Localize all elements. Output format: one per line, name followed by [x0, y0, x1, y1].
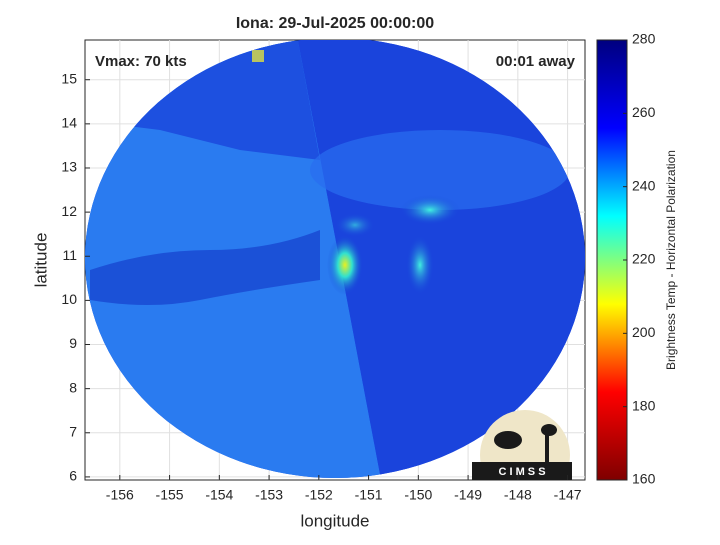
- colorbar-tick-label: 260: [632, 104, 656, 120]
- x-tick-label: -149: [454, 487, 482, 503]
- x-tick-label: -152: [305, 487, 333, 503]
- y-axis-label: latitude: [31, 233, 50, 288]
- annotation: Vmax: 70 kts: [95, 53, 187, 70]
- colorbar-tick-label: 280: [632, 31, 656, 47]
- colorbar-label: Brightness Temp - Horizontal Polarizatio…: [664, 150, 678, 370]
- colorbar-tick-label: 180: [632, 397, 656, 413]
- colorbar-tick-label: 160: [632, 471, 656, 487]
- y-tick-label: 13: [61, 159, 77, 175]
- y-tick-label: 11: [62, 247, 77, 263]
- logo-text: C I M S S: [498, 466, 545, 478]
- y-tick-label: 12: [61, 203, 77, 219]
- y-tick-label: 10: [61, 291, 77, 307]
- colorbar-tick-label: 220: [632, 251, 656, 267]
- colorbar-tick-label: 200: [632, 324, 656, 340]
- y-tick-label: 14: [61, 115, 77, 131]
- y-tick-label: 6: [69, 468, 77, 484]
- y-tick-label: 15: [61, 70, 77, 86]
- x-tick-label: -150: [404, 487, 432, 503]
- y-tick-label: 9: [69, 335, 77, 351]
- x-tick-label: -148: [504, 487, 532, 503]
- x-tick-label: -147: [554, 487, 582, 503]
- annotation: 00:01 away: [496, 53, 576, 70]
- y-tick-label: 8: [69, 379, 77, 395]
- x-tick-label: -151: [355, 487, 383, 503]
- x-tick-label: -155: [156, 487, 184, 503]
- x-tick-label: -154: [205, 487, 233, 503]
- swath: [85, 40, 585, 478]
- colorbar-tick-label: 240: [632, 177, 656, 193]
- x-tick-label: -156: [106, 487, 134, 503]
- logo: C I M S S: [472, 410, 572, 480]
- chart-title: Iona: 29-Jul-2025 00:00:00: [236, 15, 434, 32]
- y-tick-label: 7: [69, 423, 77, 439]
- x-tick-label: -153: [255, 487, 283, 503]
- colorbar: [596, 39, 628, 481]
- x-axis-label: longitude: [300, 511, 369, 530]
